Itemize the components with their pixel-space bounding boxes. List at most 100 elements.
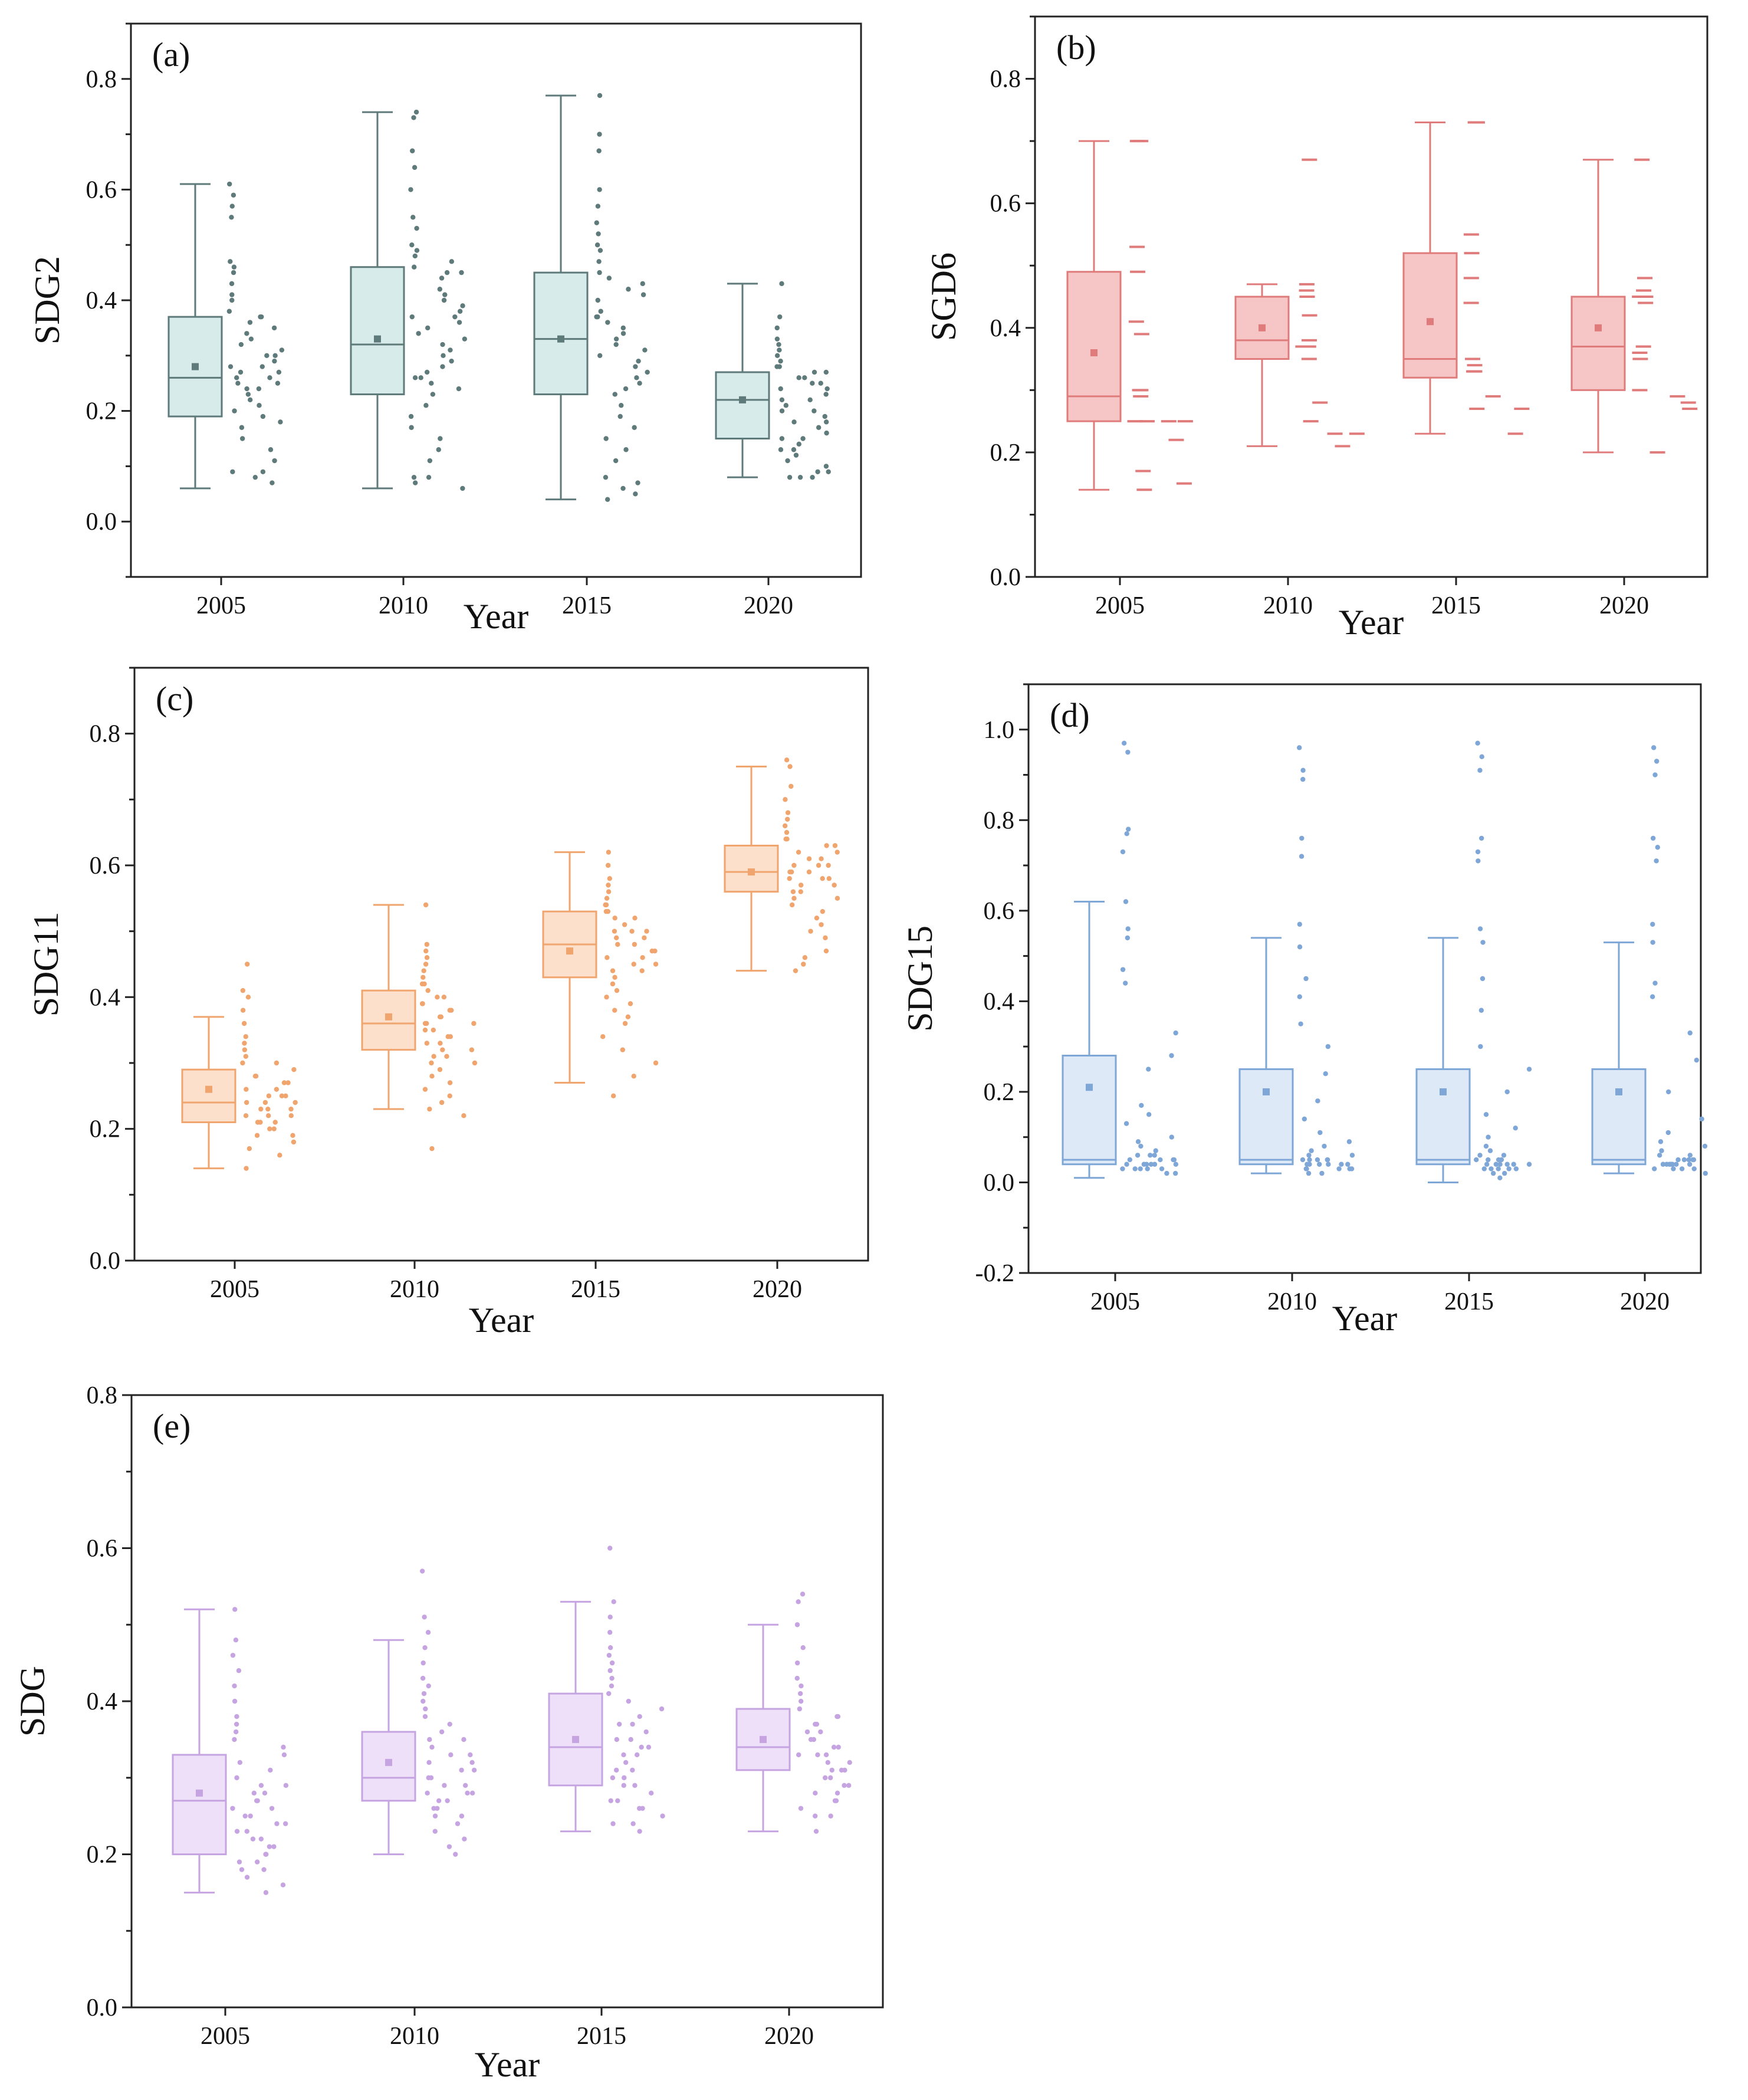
- data-point: [425, 325, 431, 331]
- data-point: [428, 1775, 434, 1780]
- data-point: [231, 270, 236, 275]
- data-point: [277, 1153, 282, 1158]
- data-point: [460, 485, 465, 491]
- data-point: [422, 1087, 428, 1092]
- data-point: [274, 1087, 280, 1092]
- data-point: [814, 916, 820, 921]
- data-point: [597, 353, 603, 358]
- data-point: [1477, 767, 1483, 773]
- data-point: [1316, 1161, 1322, 1167]
- data-point: [1650, 994, 1655, 999]
- data-point: [234, 1721, 239, 1727]
- data-point: [230, 1652, 236, 1658]
- iqr-box: [1415, 1068, 1471, 1166]
- y-tick-label: 0.2: [87, 1842, 118, 1869]
- data-point: [1325, 1044, 1331, 1049]
- data-point: [1511, 1161, 1516, 1167]
- data-point: [244, 962, 250, 967]
- data-point: [622, 1021, 628, 1026]
- data-point: [823, 1752, 829, 1758]
- data-point: [802, 955, 808, 960]
- data-point: [438, 1041, 443, 1046]
- data-point: [469, 1790, 475, 1796]
- data-point: [822, 414, 827, 419]
- data-point: [1674, 1161, 1679, 1167]
- data-point: [597, 187, 602, 192]
- data-point: [1172, 1170, 1178, 1176]
- data-point: [441, 297, 447, 303]
- data-point: [826, 862, 831, 868]
- data-point: [431, 1054, 436, 1059]
- data-point: [834, 849, 840, 855]
- data-point: [790, 889, 796, 894]
- data-point: [613, 342, 619, 347]
- data-point: [229, 297, 235, 303]
- data-point: [822, 1775, 828, 1780]
- data-point: [281, 1080, 287, 1085]
- data-point: [788, 869, 794, 875]
- data-point: [835, 1714, 841, 1720]
- data-point: [826, 469, 831, 474]
- data-point: [1169, 1053, 1174, 1058]
- box-2010: [361, 1569, 477, 1857]
- data-point: [612, 974, 617, 980]
- data-point: [842, 1783, 847, 1788]
- panel-label: (a): [152, 35, 190, 74]
- data-point: [784, 757, 790, 763]
- data-point: [833, 1798, 839, 1803]
- data-point: [818, 1729, 823, 1735]
- data-point: [1323, 1071, 1328, 1077]
- data-point: [239, 436, 245, 441]
- data-point: [262, 1100, 268, 1105]
- data-point: [1475, 849, 1481, 855]
- data-point: [791, 419, 797, 425]
- data-point: [784, 816, 790, 822]
- data-point: [1478, 1008, 1484, 1013]
- y-tick-label: 0.0: [87, 1994, 118, 2022]
- data-point: [1489, 1166, 1494, 1172]
- data-point: [461, 1113, 466, 1118]
- data-point: [640, 1806, 645, 1811]
- data-point: [422, 1714, 428, 1720]
- data-point: [471, 1021, 477, 1026]
- data-point: [1120, 1166, 1125, 1172]
- data-point: [421, 968, 426, 973]
- data-point: [828, 1813, 833, 1819]
- data-point: [412, 264, 417, 270]
- data-point: [1699, 1116, 1704, 1122]
- data-point: [1300, 777, 1306, 782]
- y-tick-label: 0.0: [86, 508, 117, 536]
- data-point: [832, 882, 837, 888]
- iqr-box: [350, 266, 405, 395]
- data-point: [1671, 1166, 1676, 1172]
- data-point: [1483, 1143, 1489, 1149]
- data-point: [834, 895, 840, 901]
- data-point: [653, 1060, 659, 1066]
- data-point: [612, 1008, 617, 1013]
- data-point: [429, 1060, 434, 1066]
- data-point: [439, 1100, 445, 1105]
- data-point: [447, 1008, 452, 1013]
- data-point: [1144, 1161, 1149, 1167]
- data-point: [789, 902, 795, 908]
- y-tick-label: 0.4: [984, 988, 1015, 1015]
- data-point: [1504, 1161, 1510, 1167]
- mean-marker: [1440, 1088, 1447, 1095]
- data-point: [644, 928, 649, 934]
- data-point: [1309, 1148, 1314, 1153]
- data-point: [1306, 1153, 1312, 1158]
- data-point: [634, 375, 639, 380]
- data-point: [242, 1041, 247, 1046]
- data-point: [594, 220, 599, 225]
- data-point: [659, 1706, 665, 1712]
- data-point: [796, 1752, 801, 1758]
- iqr-box: [715, 371, 770, 439]
- data-point: [1122, 980, 1128, 986]
- y-tick-label: 0.8: [984, 807, 1015, 834]
- data-point: [1127, 1157, 1133, 1163]
- data-point: [605, 908, 611, 914]
- data-point: [288, 1113, 294, 1118]
- data-point: [472, 1060, 478, 1066]
- mean-marker: [1595, 324, 1602, 332]
- mean-marker: [1086, 1084, 1093, 1091]
